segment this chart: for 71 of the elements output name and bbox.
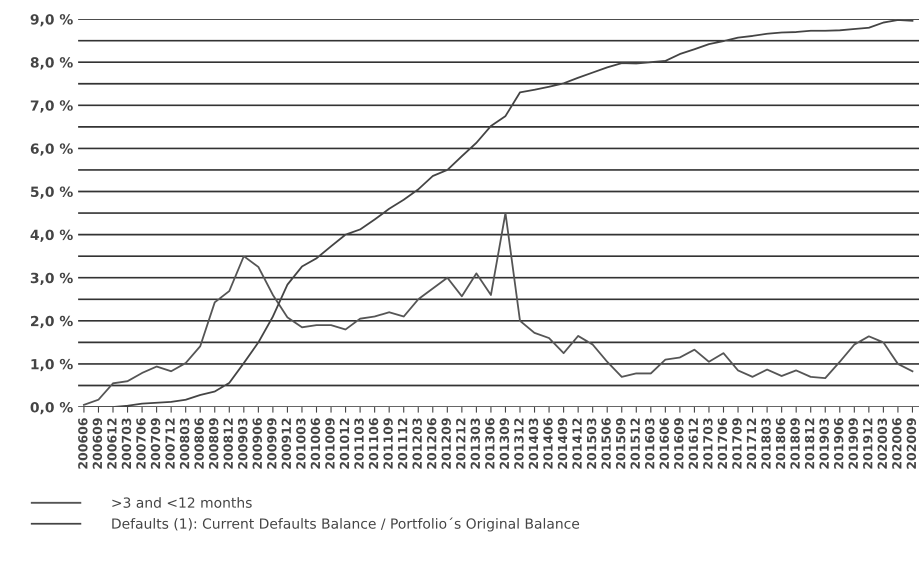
x-tick-label: 201106 — [368, 418, 378, 469]
x-tick-label: 201309 — [500, 418, 510, 469]
x-tick-label: 201703 — [703, 418, 713, 469]
x-tick-label: 201103 — [354, 418, 364, 469]
x-tick-label: 200612 — [107, 418, 117, 469]
x-tick-label: 201503 — [586, 418, 596, 469]
x-tick-label: 201109 — [383, 418, 393, 469]
x-tick-label: 200809 — [208, 418, 218, 469]
x-tick-label: 201809 — [790, 418, 800, 469]
y-tick-label: 8,0 % — [30, 57, 73, 70]
x-tick-label: 201012 — [340, 418, 350, 469]
x-tick-label: 201712 — [746, 418, 756, 469]
x-tick-label: 200803 — [180, 418, 190, 469]
x-tick-label: 201606 — [660, 418, 669, 469]
x-tick-label: 201212 — [456, 418, 466, 469]
y-tick-label: 3,0 % — [30, 272, 73, 285]
x-tick-label: 201812 — [804, 418, 814, 469]
x-tick-label: 201903 — [819, 418, 829, 469]
x-tick-label: 200806 — [194, 418, 204, 469]
x-tick-label: 200909 — [267, 418, 277, 469]
x-tick-label: 202003 — [878, 418, 888, 469]
x-tick-label: 201409 — [558, 418, 568, 469]
x-tick-label: 201203 — [412, 418, 422, 469]
x-tick-label: 200606 — [78, 418, 88, 469]
x-tick-label: 200709 — [150, 418, 160, 469]
x-tick-label: 201509 — [616, 418, 626, 469]
y-tick-label: 9,0 % — [30, 14, 73, 26]
x-tick-label: 201206 — [426, 418, 436, 469]
x-tick-label: 201603 — [644, 418, 654, 469]
x-tick-label: 201706 — [718, 418, 728, 469]
x-tick-label: 201006 — [310, 418, 320, 469]
x-tick-label: 201003 — [296, 418, 306, 469]
x-tick-label: 200703 — [122, 418, 132, 469]
x-tick-label: 201912 — [863, 418, 872, 469]
x-tick-label: 202006 — [892, 418, 902, 469]
x-tick-label: 201612 — [688, 418, 698, 469]
x-tick-label: 201709 — [732, 418, 742, 469]
x-tick-label: 201909 — [848, 418, 858, 469]
x-tick-label: 200706 — [136, 418, 146, 469]
x-tick-label: 201406 — [543, 418, 553, 469]
legend-label: >3 and <12 months — [112, 497, 252, 508]
y-tick-label: 6,0 % — [30, 143, 73, 156]
x-tick-label: 201112 — [398, 418, 408, 469]
y-tick-label: 1,0 % — [31, 358, 73, 372]
y-tick-label: 5,0 % — [30, 186, 73, 199]
y-tick-label: 2,0 % — [30, 316, 73, 328]
x-tick-label: 200906 — [252, 418, 262, 469]
x-tick-label: 201609 — [674, 418, 684, 469]
x-tick-label: 201506 — [601, 418, 611, 469]
x-tick-label: 201306 — [485, 418, 495, 469]
x-tick-label: 201412 — [572, 418, 582, 469]
x-tick-label: 201806 — [776, 418, 786, 469]
line-series — [83, 212, 914, 406]
legend-label: Defaults (1): Current Defaults Balance / Portfolio´s Original Balance — [112, 518, 580, 532]
y-tick-label: 0,0 % — [30, 402, 73, 414]
x-tick-label: 201303 — [470, 418, 480, 469]
x-tick-label: 201906 — [834, 418, 844, 469]
x-tick-label: 201803 — [761, 418, 771, 469]
x-tick-label: 200712 — [165, 418, 175, 469]
x-tick-label: 201403 — [528, 418, 538, 469]
x-tick-label: 200609 — [92, 418, 102, 469]
x-tick-label: 200912 — [282, 418, 292, 469]
x-tick-label: 201009 — [325, 418, 335, 469]
y-tick-label: 7,0 % — [30, 100, 73, 113]
x-tick-label: 201209 — [441, 418, 451, 469]
x-tick-label: 201312 — [514, 418, 524, 469]
x-tick-label: 200812 — [223, 418, 233, 469]
x-tick-label: 201512 — [630, 418, 640, 469]
y-tick-label: 4,0 % — [30, 230, 73, 242]
x-tick-label: 202009 — [906, 418, 916, 469]
x-tick-label: 200903 — [238, 418, 248, 469]
